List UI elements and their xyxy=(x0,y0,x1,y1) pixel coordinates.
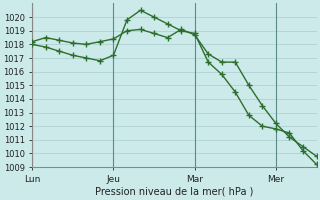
X-axis label: Pression niveau de la mer( hPa ): Pression niveau de la mer( hPa ) xyxy=(95,187,253,197)
